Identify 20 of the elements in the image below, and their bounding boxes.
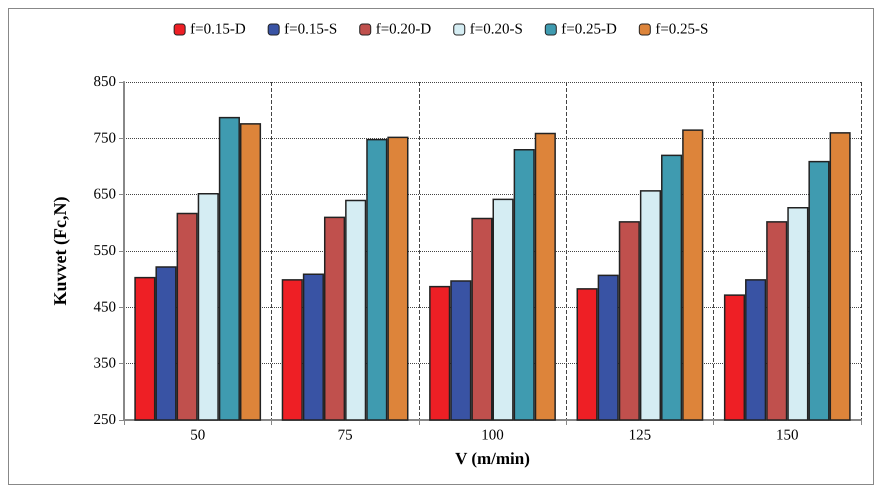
x-tick-label: 75 (338, 428, 353, 444)
y-tick-label: 750 (94, 130, 116, 146)
legend-label: f=0.15-D (190, 22, 246, 38)
y-tick-label: 450 (94, 299, 116, 316)
y-tick-label: 350 (94, 356, 116, 372)
x-tick-label: 50 (190, 428, 206, 444)
x-tick-label: 125 (628, 428, 652, 444)
y-tick-label: 550 (94, 243, 116, 259)
legend-label: f=0.20-S (470, 22, 523, 38)
legend-label: f=0.15-S (284, 22, 338, 38)
y-tick-label: 650 (94, 186, 116, 203)
y-tick-label: 250 (94, 412, 116, 428)
legend-label: f=0.20-D (376, 22, 432, 38)
x-tick-label: 100 (481, 428, 504, 444)
y-axis-title: Kuvvet (Fc,N) (50, 196, 70, 306)
y-tick-label: 850 (94, 74, 116, 90)
legend-label: f=0.25-S (655, 22, 708, 38)
x-tick-label: 150 (776, 428, 799, 444)
x-axis-title: V (m/min) (455, 449, 530, 468)
legend-label: f=0.25-D (561, 22, 617, 38)
